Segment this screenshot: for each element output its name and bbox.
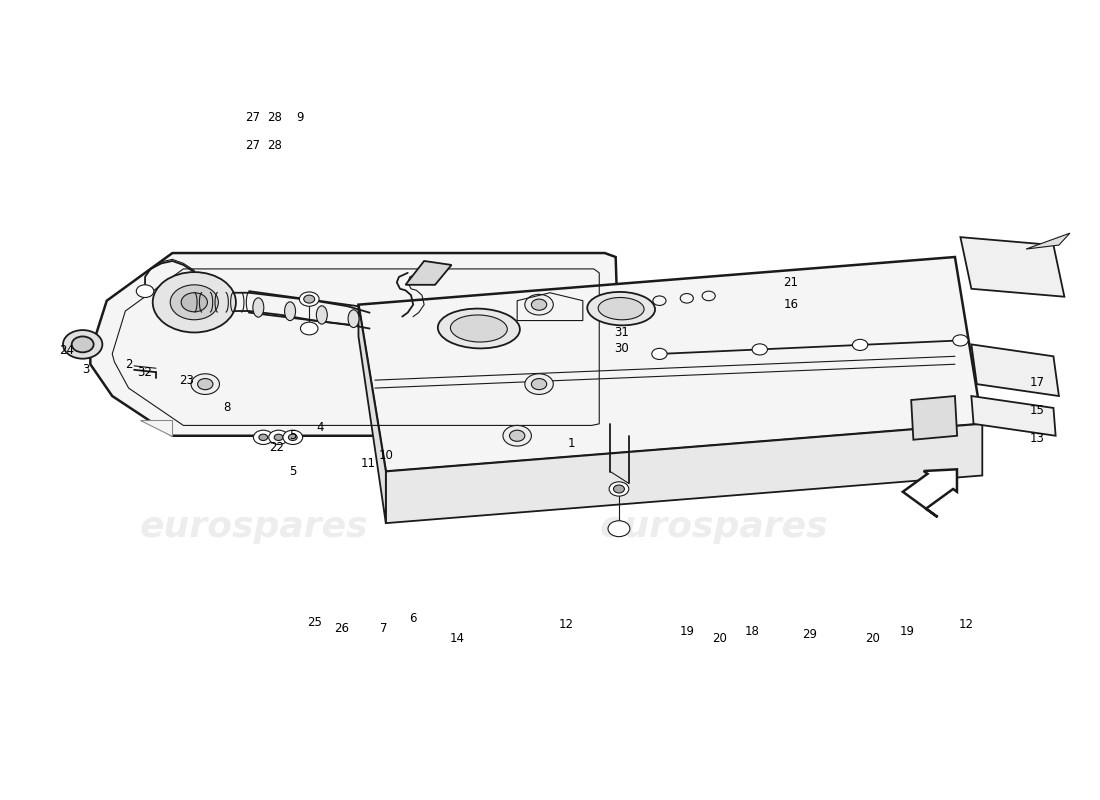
Text: 3: 3	[82, 363, 89, 376]
Text: 28: 28	[267, 111, 282, 125]
Polygon shape	[911, 396, 957, 440]
Ellipse shape	[348, 310, 359, 327]
Text: 27: 27	[245, 139, 260, 152]
Circle shape	[525, 294, 553, 315]
Text: 22: 22	[268, 441, 284, 454]
Polygon shape	[140, 420, 173, 436]
Text: 9: 9	[297, 111, 305, 125]
Circle shape	[170, 285, 219, 320]
Text: 11: 11	[361, 457, 376, 470]
Circle shape	[525, 374, 553, 394]
Circle shape	[299, 292, 319, 306]
Text: eurospares: eurospares	[600, 296, 828, 330]
Circle shape	[198, 299, 213, 310]
Text: 17: 17	[1030, 376, 1045, 389]
Text: 14: 14	[450, 632, 464, 645]
Text: 30: 30	[614, 342, 628, 355]
Polygon shape	[1026, 233, 1070, 249]
Circle shape	[283, 430, 302, 445]
Circle shape	[531, 299, 547, 310]
Circle shape	[608, 521, 630, 537]
Circle shape	[752, 344, 768, 355]
Ellipse shape	[598, 298, 645, 320]
Text: 20: 20	[866, 632, 880, 645]
Text: 26: 26	[334, 622, 350, 635]
Text: 1: 1	[568, 437, 575, 450]
Circle shape	[503, 426, 531, 446]
Polygon shape	[960, 237, 1065, 297]
Text: 31: 31	[614, 326, 628, 339]
Circle shape	[509, 430, 525, 442]
Circle shape	[274, 434, 283, 441]
Polygon shape	[971, 344, 1059, 396]
Ellipse shape	[587, 292, 654, 326]
Text: 27: 27	[245, 111, 260, 125]
Polygon shape	[386, 424, 982, 523]
Text: 29: 29	[802, 628, 817, 641]
Text: 5: 5	[289, 430, 297, 442]
Text: 15: 15	[1030, 404, 1045, 417]
Circle shape	[609, 482, 629, 496]
Circle shape	[153, 272, 235, 333]
Circle shape	[614, 485, 625, 493]
Polygon shape	[971, 396, 1056, 436]
Polygon shape	[90, 253, 622, 436]
Ellipse shape	[450, 315, 507, 342]
Circle shape	[191, 294, 220, 315]
Text: 12: 12	[559, 618, 574, 630]
Circle shape	[258, 434, 267, 441]
Text: 12: 12	[958, 618, 974, 630]
Circle shape	[182, 293, 208, 312]
Text: eurospares: eurospares	[600, 510, 828, 544]
Text: 2: 2	[125, 358, 132, 370]
Text: 7: 7	[379, 622, 387, 635]
Ellipse shape	[285, 302, 296, 321]
Circle shape	[136, 285, 154, 298]
Polygon shape	[359, 257, 982, 471]
Ellipse shape	[221, 294, 232, 314]
Text: 24: 24	[58, 344, 74, 358]
Text: 32: 32	[138, 366, 153, 378]
Circle shape	[63, 330, 102, 358]
Circle shape	[852, 339, 868, 350]
Circle shape	[191, 374, 220, 394]
Ellipse shape	[438, 309, 520, 348]
Text: 21: 21	[783, 276, 799, 289]
Ellipse shape	[253, 298, 264, 317]
Circle shape	[300, 322, 318, 335]
Circle shape	[268, 430, 288, 445]
Text: eurospares: eurospares	[140, 296, 368, 330]
Text: 8: 8	[223, 402, 231, 414]
Polygon shape	[903, 470, 957, 517]
Text: 10: 10	[378, 449, 394, 462]
Circle shape	[72, 337, 94, 352]
Circle shape	[652, 348, 667, 359]
Polygon shape	[406, 261, 451, 285]
Text: 28: 28	[267, 139, 282, 152]
Text: 25: 25	[307, 616, 322, 629]
Text: 18: 18	[745, 626, 760, 638]
Text: eurospares: eurospares	[140, 510, 368, 544]
Text: 23: 23	[179, 374, 194, 386]
Text: 13: 13	[1030, 432, 1045, 445]
Circle shape	[953, 335, 968, 346]
Circle shape	[531, 378, 547, 390]
Text: 19: 19	[900, 626, 914, 638]
Text: 19: 19	[680, 626, 694, 638]
Circle shape	[198, 378, 213, 390]
Text: 5: 5	[289, 465, 297, 478]
Circle shape	[304, 295, 315, 303]
Text: 20: 20	[712, 632, 727, 645]
Circle shape	[253, 430, 273, 445]
Text: 4: 4	[317, 422, 323, 434]
Text: 16: 16	[783, 298, 799, 311]
Polygon shape	[359, 305, 386, 523]
Ellipse shape	[317, 306, 328, 324]
Circle shape	[288, 434, 297, 441]
Text: 6: 6	[409, 612, 417, 625]
